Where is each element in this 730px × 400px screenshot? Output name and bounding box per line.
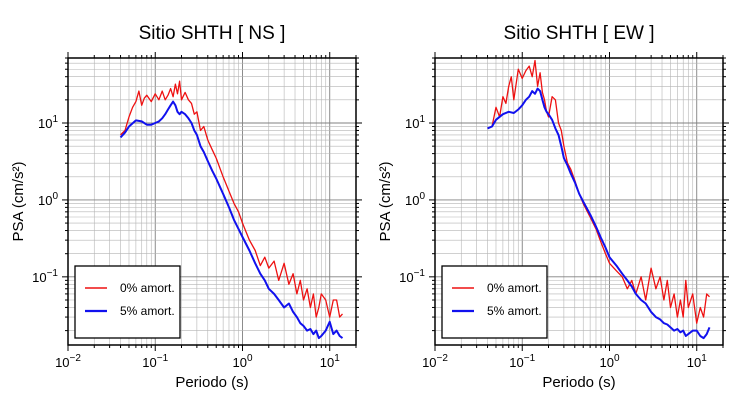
tick-marks <box>62 52 362 351</box>
legend-label-1: 0% amort. <box>487 281 542 295</box>
x-tick-label: 100 <box>232 353 252 370</box>
tick-marks <box>429 52 729 351</box>
x-tick-label: 10−2 <box>55 353 81 370</box>
series-line-1 <box>120 80 343 318</box>
y-axis-label: PSA (cm/s²) <box>377 161 394 241</box>
series-line-2 <box>487 87 711 340</box>
chart-panel-2: 10−2 10−1 100 101 10−1 100 101 Sitio SHTH [ EW … <box>377 23 729 391</box>
x-tick-label: 10−1 <box>509 353 535 370</box>
chart-panel-1: 10−2 10−1 100 101 10−1 100 101 Sitio SHTH [ NS … <box>10 23 362 391</box>
chart-title: Sitio SHTH [ NS ] <box>139 23 286 44</box>
x-tick-label: 10−2 <box>422 353 448 370</box>
legend: 0% amort. 5% amort. <box>74 265 181 339</box>
x-tick-label: 100 <box>599 353 619 370</box>
plot-frame <box>434 57 724 346</box>
y-axis-label: PSA (cm/s²) <box>10 161 27 241</box>
y-tick-label: 100 <box>405 191 425 208</box>
y-tick-label: 101 <box>38 114 58 131</box>
y-tick-label: 100 <box>38 191 58 208</box>
y-tick-label: 101 <box>405 114 425 131</box>
plot-frame <box>67 57 357 346</box>
series-line-2 <box>119 100 344 340</box>
legend-label-2: 5% amort. <box>120 304 175 318</box>
legend: 0% amort. 5% amort. <box>441 265 548 339</box>
legend-box <box>74 265 181 339</box>
legend-label-1: 0% amort. <box>120 281 175 295</box>
y-tick-label: 10−1 <box>32 268 58 285</box>
chart-title: Sitio SHTH [ EW ] <box>504 23 655 44</box>
legend-box <box>441 265 548 339</box>
x-tick-label: 10−1 <box>142 353 168 370</box>
x-tick-label: 101 <box>687 353 707 370</box>
x-axis-label: Periodo (s) <box>542 374 615 391</box>
y-tick-label: 10−1 <box>399 268 425 285</box>
legend-label-2: 5% amort. <box>487 304 542 318</box>
x-tick-label: 101 <box>320 353 340 370</box>
x-axis-label: Periodo (s) <box>175 374 248 391</box>
